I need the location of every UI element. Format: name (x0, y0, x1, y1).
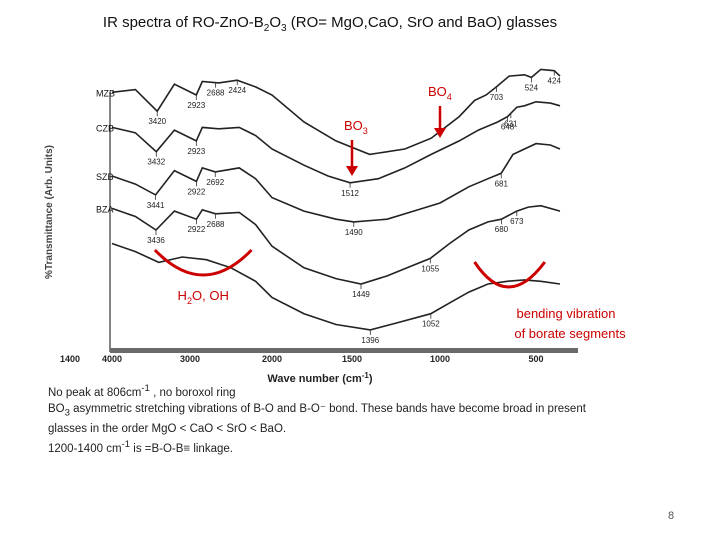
bending-bracket (473, 261, 547, 289)
series-line-1 (111, 68, 561, 156)
peak-label: 703 (490, 93, 504, 102)
bending-label-line2: of borate segments (514, 326, 626, 341)
peak-label: 631 (504, 119, 518, 128)
note-line-1: No peak at 806cm-1 , no boroxol ring (48, 383, 236, 399)
peak-label: 673 (510, 217, 524, 226)
peak-label: 1449 (352, 290, 370, 299)
note-line-4: 1200-1400 cm-1 is =B-O-B≡ linkage. (48, 439, 233, 455)
peak-label: 2692 (206, 178, 224, 187)
series-line-5 (111, 242, 561, 331)
peak-label: 1490 (345, 228, 363, 237)
peak-label: 3436 (147, 236, 165, 245)
peak-label: 648 (501, 123, 515, 132)
x-corner-label: 1400 (60, 354, 80, 364)
x-axis-label: Wave number (cm-1) (267, 371, 372, 385)
note-line-2: BO3 asymmetric stretching vibrations of … (48, 402, 586, 419)
series-line-4 (111, 204, 561, 285)
peak-label: 3420 (148, 117, 166, 126)
peak-label: 2922 (187, 187, 205, 196)
bo4-arrow-head (434, 128, 446, 138)
peak-label: 2688 (207, 89, 225, 98)
peak-label: 680 (495, 225, 509, 234)
peak-label: 3441 (147, 201, 165, 210)
peak-label: 681 (495, 179, 509, 188)
peak-label: 424 (548, 77, 562, 86)
series-label-szb: SZB (96, 172, 114, 182)
x-tick-label: 2000 (262, 354, 282, 364)
bo3-arrow-head (346, 166, 358, 176)
x-tick-label: 1500 (342, 354, 362, 364)
peak-label: 3432 (147, 158, 165, 167)
series-label-bza: BZA (96, 204, 114, 214)
peak-label: 524 (525, 83, 539, 92)
series-line-3 (111, 142, 561, 223)
notes-block: No peak at 806cm-1 , no boroxol ring BO3… (48, 381, 668, 457)
x-ticks-group: 4000 3000 2000 1500 1000 500 1400 Wave number (… (60, 354, 544, 385)
h2o-label: H2O, OH (178, 288, 229, 306)
x-axis-band (110, 348, 578, 353)
h2o-bracket (153, 248, 253, 277)
annotations-group: BO4 BO3 H2O, OH bending vibration of borate … (153, 84, 626, 341)
peak-label: 1512 (341, 189, 359, 198)
note-line-3: glasses in the order MgO < CaO < SrO < B… (48, 423, 287, 436)
peak-label: 2688 (207, 220, 225, 229)
x-tick-label: 500 (528, 354, 543, 364)
series-label-mzb: MZB (96, 88, 115, 98)
x-tick-label: 4000 (102, 354, 122, 364)
peak-label: 2424 (228, 86, 246, 95)
bending-label-line1: bending vibration (516, 306, 615, 321)
slide-number: 8 (668, 510, 675, 522)
bo4-label: BO4 (428, 84, 452, 102)
plot-frame: %Transmittance (Arb. Units) (44, 92, 578, 353)
bo3-label: BO3 (344, 118, 368, 136)
peak-label: 2923 (187, 147, 205, 156)
series-label-czb: CZB (96, 123, 114, 133)
y-axis-label: %Transmittance (Arb. Units) (44, 145, 55, 279)
peak-label: 2923 (187, 101, 205, 110)
x-tick-label: 1000 (430, 354, 450, 364)
series-group: MZB CZB SZB BZA (96, 68, 561, 331)
peak-label: 1396 (361, 336, 379, 345)
peak-label: 1052 (422, 320, 440, 329)
series-line-2 (111, 100, 561, 184)
slide-title: IR spectra of RO-ZnO-B2O3 (RO= MgO,CaO, … (102, 14, 558, 34)
x-tick-label: 3000 (180, 354, 200, 364)
peak-label: 2922 (187, 225, 205, 234)
peak-label: 1055 (421, 264, 439, 273)
